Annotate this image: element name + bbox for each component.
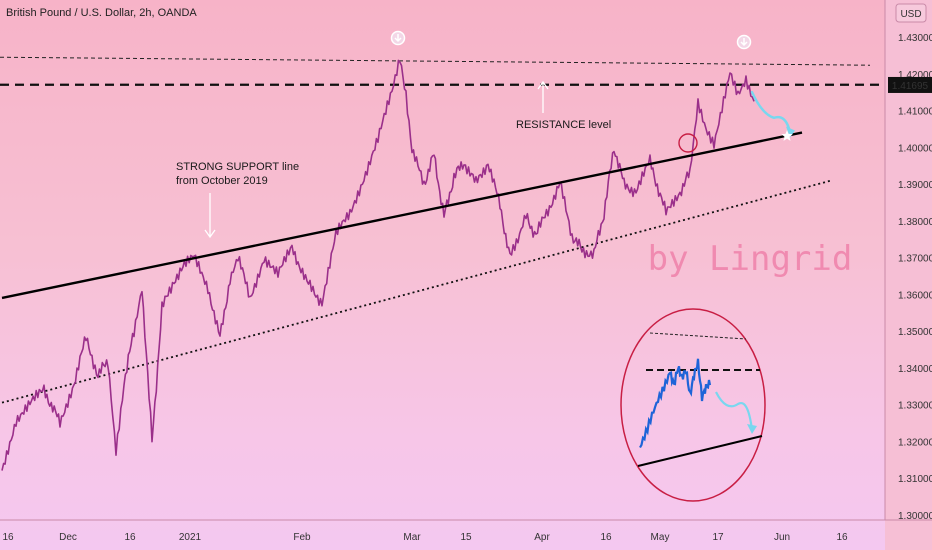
x-tick-label: Dec <box>59 532 77 543</box>
x-tick-label: 16 <box>2 532 14 543</box>
support-line[interactable] <box>1 131 803 300</box>
last-price-tag <box>888 76 932 93</box>
inset-forecast-arrow <box>715 391 754 431</box>
arrow-down-icon <box>740 38 748 47</box>
watermark-text: by Lingrid <box>648 239 853 279</box>
y-tick-label: 1.33000 <box>898 401 932 412</box>
y-tick-label: 1.32000 <box>898 437 932 448</box>
currency-button[interactable] <box>895 3 927 23</box>
x-tick-label: 16 <box>124 532 136 543</box>
y-tick-label: 1.36000 <box>898 290 932 301</box>
y-tick-label: 1.31000 <box>898 474 932 485</box>
forecast-arrowhead <box>786 126 795 138</box>
channel-dotted-line[interactable] <box>1 179 833 404</box>
y-tick-label: 1.40000 <box>898 143 932 154</box>
price-series-line[interactable] <box>1 59 755 471</box>
x-tick-label: 17 <box>712 532 724 543</box>
inset-circle[interactable] <box>620 308 766 502</box>
last-price-label: 1.41695 <box>892 81 929 92</box>
y-tick-label: 1.42000 <box>898 70 932 81</box>
target-star-icon <box>781 130 793 141</box>
forecast-arrow[interactable] <box>750 90 792 134</box>
x-tick-label: Mar <box>403 532 421 543</box>
inset-dotted-line <box>649 332 747 340</box>
x-tick-label: 2021 <box>179 532 202 543</box>
x-tick-label: Apr <box>534 532 550 543</box>
inset-support-line <box>637 435 763 467</box>
x-tick-label: 16 <box>600 532 612 543</box>
y-tick-label: 1.43000 <box>898 33 932 44</box>
inset-price-line <box>639 358 712 449</box>
y-tick-label: 1.34000 <box>898 364 932 375</box>
down-arrow-icon <box>204 193 216 239</box>
breakout-circle[interactable] <box>678 133 698 153</box>
support-annotation: STRONG SUPPORT line <box>176 161 299 173</box>
resistance-annotation: RESISTANCE level <box>516 119 611 131</box>
x-tick-label: Jun <box>774 532 790 543</box>
y-tick-label: 1.38000 <box>898 217 932 228</box>
x-tick-label: 15 <box>460 532 472 543</box>
x-tick-label: May <box>651 532 670 543</box>
up-arrow-icon <box>537 80 549 113</box>
arrow-down-icon <box>394 34 402 43</box>
y-tick-label: 1.35000 <box>898 327 932 338</box>
x-tick-label: Feb <box>293 532 311 543</box>
upper-dotted-line[interactable] <box>0 56 871 66</box>
y-tick-label: 1.37000 <box>898 254 932 265</box>
chart-title: British Pound / U.S. Dollar, 2h, OANDA <box>6 7 197 19</box>
x-tick-label: 16 <box>836 532 848 543</box>
y-tick-label: 1.41000 <box>898 107 932 118</box>
support-annotation-sub: from October 2019 <box>176 175 268 187</box>
y-tick-label: 1.30000 <box>898 511 932 522</box>
inset-arrowhead <box>747 424 757 434</box>
currency-label: USD <box>900 9 921 20</box>
y-tick-label: 1.39000 <box>898 180 932 191</box>
